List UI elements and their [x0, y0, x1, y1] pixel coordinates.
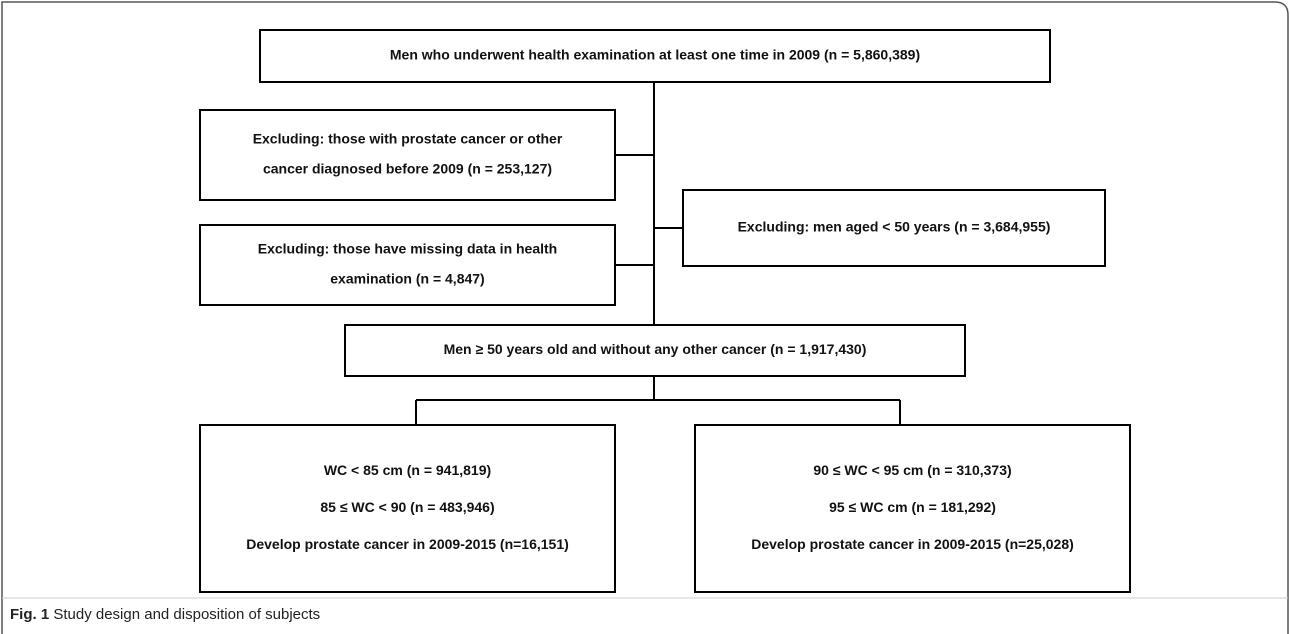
node-box	[259, 29, 1051, 83]
node-box	[344, 324, 966, 377]
node-text: examination (n = 4,847)	[330, 271, 484, 287]
caption-label: Fig. 1	[10, 606, 50, 623]
connectors	[415, 82, 901, 425]
node-box	[682, 189, 1106, 267]
node-text: Excluding: those have missing data in he…	[258, 241, 558, 257]
node-text: Excluding: those with prostate cancer or…	[253, 131, 563, 147]
node-box	[199, 109, 616, 201]
node-text: Develop prostate cancer in 2009-2015 (n=…	[751, 536, 1074, 552]
node-text: WC < 85 cm (n = 941,819)	[324, 462, 491, 478]
node-text: Excluding: men aged < 50 years (n = 3,68…	[738, 219, 1051, 235]
node-text: cancer diagnosed before 2009 (n = 253,12…	[263, 161, 552, 177]
caption: Fig. 1 Study design and disposition of s…	[10, 606, 320, 623]
node-box	[694, 424, 1131, 593]
node-text: Develop prostate cancer in 2009-2015 (n=…	[246, 536, 569, 552]
node-text: Men ≥ 50 years old and without any other…	[444, 341, 867, 357]
node-text: Men who underwent health examination at …	[390, 47, 920, 63]
node-text: 95 ≤ WC cm (n = 181,292)	[829, 499, 996, 515]
node-box	[199, 424, 616, 593]
node-text: 85 ≤ WC < 90 (n = 483,946)	[320, 499, 494, 515]
node-box	[199, 224, 616, 306]
node-text: 90 ≤ WC < 95 cm (n = 310,373)	[813, 462, 1011, 478]
caption-text: Study design and disposition of subjects	[53, 606, 321, 623]
